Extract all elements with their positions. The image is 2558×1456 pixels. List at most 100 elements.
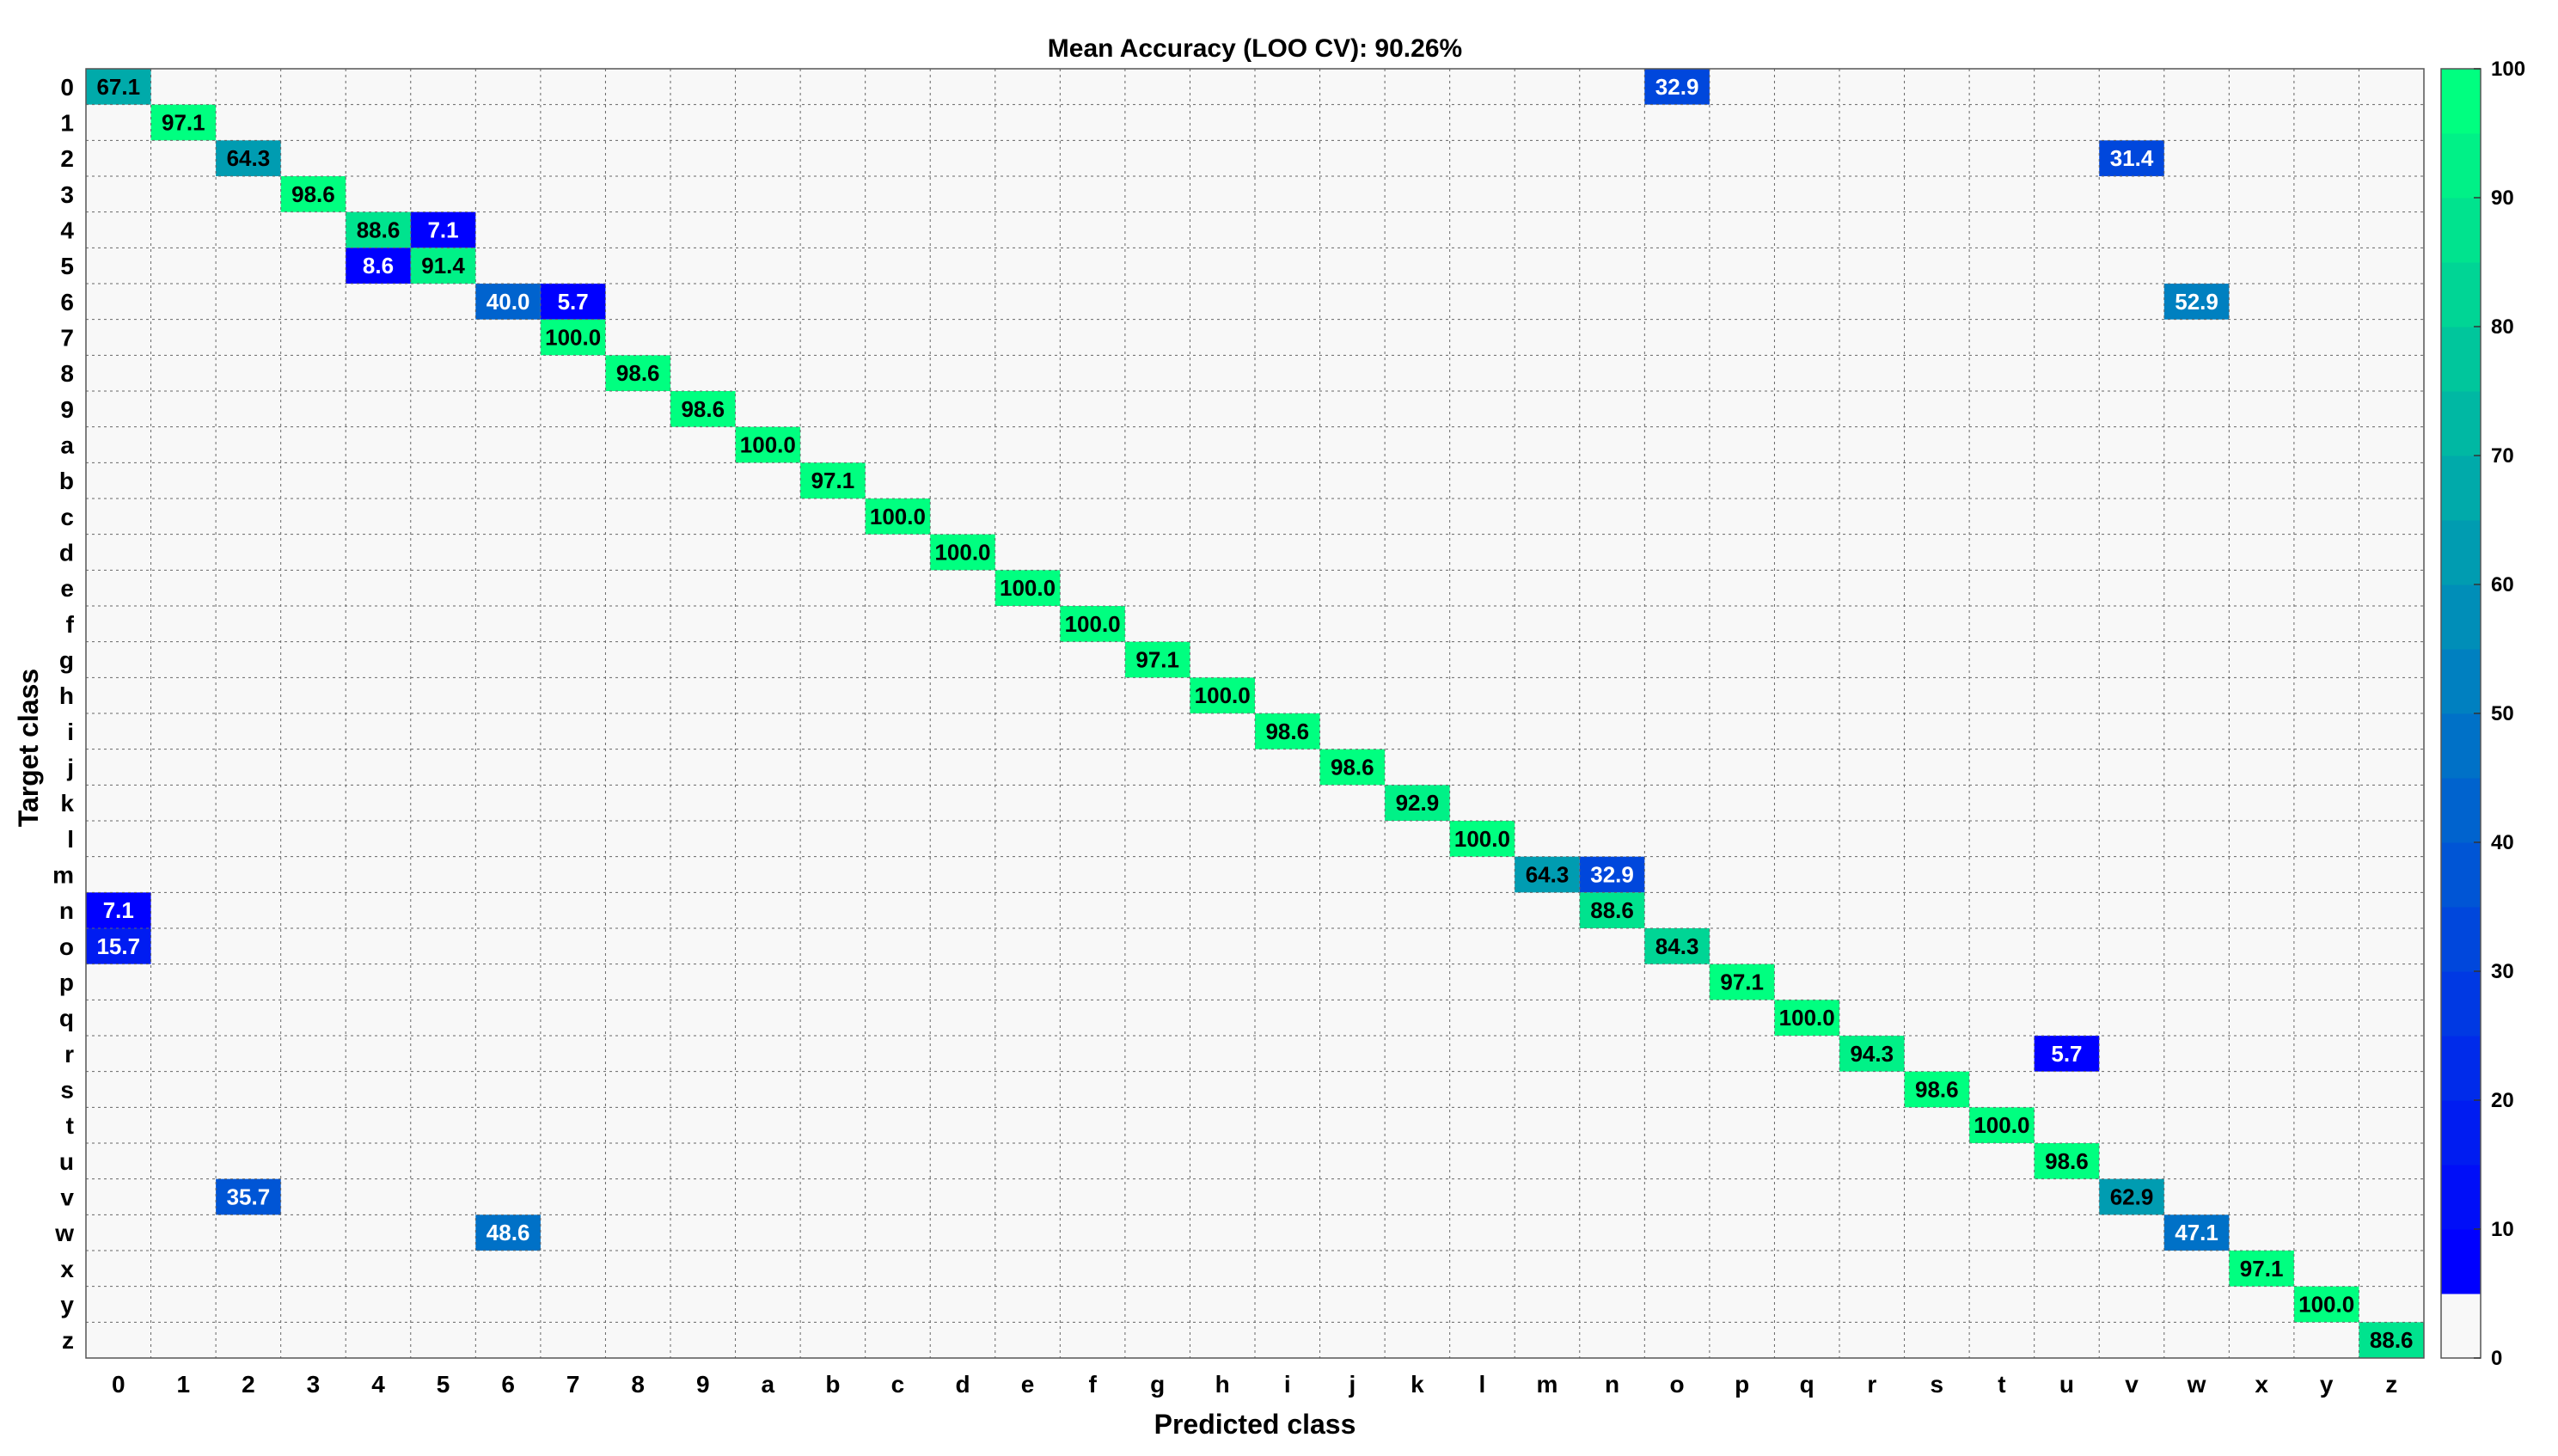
y-tick-label: g <box>59 647 74 674</box>
colorbar-tick-label: 50 <box>2491 702 2514 725</box>
x-tick-label: m <box>1537 1371 1558 1398</box>
x-tick-label: 3 <box>307 1371 321 1398</box>
matrix-cell <box>2359 1322 2424 1358</box>
cell-value-label: 5.7 <box>2051 1041 2082 1067</box>
matrix-cell <box>346 248 411 284</box>
matrix-cell <box>1644 928 1710 964</box>
matrix-cell <box>216 1178 281 1215</box>
cell-value-label: 97.1 <box>2240 1256 2284 1282</box>
x-tick-labels: 0 1 2 3 4 5 6 7 8 9 a b c d e f g h i j k l m n o p q r s t u v w x y z <box>112 1371 2397 1398</box>
cell-value-label: 52.9 <box>2175 289 2218 315</box>
x-tick-label: a <box>762 1371 775 1398</box>
x-tick-label: 6 <box>501 1371 515 1398</box>
cell-value-label: 100.0 <box>870 504 926 529</box>
y-tick-label: k <box>60 790 74 817</box>
y-tick-label: p <box>59 970 74 996</box>
y-tick-label: x <box>60 1256 74 1282</box>
colorbar-tick-label: 70 <box>2491 444 2514 468</box>
x-tick-label: s <box>1931 1371 1944 1398</box>
colorbar-segment <box>2441 842 2481 908</box>
matrix-cell <box>540 319 606 356</box>
x-tick-label: v <box>2125 1371 2139 1398</box>
matrix-cell <box>994 570 1061 606</box>
matrix-cell <box>800 462 866 499</box>
matrix-cell <box>86 928 151 964</box>
cell-value-label: 48.6 <box>487 1220 530 1245</box>
cell-value-label: 100.0 <box>1065 611 1121 637</box>
colorbar-tick-label: 90 <box>2491 187 2514 210</box>
colorbar-segment <box>2441 778 2481 843</box>
x-tick-label: z <box>2385 1371 2397 1398</box>
matrix-cell <box>1709 964 1775 1000</box>
x-tick-label: h <box>1215 1371 1230 1398</box>
colorbar-segment <box>2441 907 2481 972</box>
matrix-cell <box>865 499 931 535</box>
y-tick-label: c <box>60 504 74 530</box>
x-tick-label: d <box>955 1371 970 1398</box>
colorbar-segment <box>2441 971 2481 1037</box>
matrix-cell <box>2034 1036 2100 1072</box>
cell-value-label: 97.1 <box>811 468 855 493</box>
y-tick-label: h <box>59 682 74 709</box>
matrix-cell <box>1579 856 1645 893</box>
x-tick-label: t <box>1998 1371 2005 1398</box>
matrix-cell <box>1449 821 1515 857</box>
y-tick-label: m <box>52 862 74 889</box>
x-tick-label: r <box>1867 1371 1876 1398</box>
x-tick-label: 9 <box>696 1371 710 1398</box>
matrix-cell <box>2034 1143 2100 1179</box>
cell-value-label: 7.1 <box>103 897 134 923</box>
cell-value-label: 100.0 <box>1454 826 1510 852</box>
matrix-cell <box>1255 713 1320 749</box>
y-tick-label: e <box>60 575 74 602</box>
y-tick-label: r <box>64 1041 74 1068</box>
colorbar-segment <box>2441 520 2481 585</box>
x-tick-label: c <box>891 1371 905 1398</box>
matrix-cell <box>1515 856 1580 893</box>
colorbar: 0 10 20 30 40 50 60 70 80 90 100 <box>2440 58 2525 1370</box>
cell-value-label: 97.1 <box>1720 970 1764 995</box>
x-tick-label: 0 <box>112 1371 125 1398</box>
cell-value-label: 98.6 <box>1915 1077 1959 1103</box>
colorbar-segment <box>2441 649 2481 714</box>
matrix-cell <box>1319 749 1386 786</box>
y-tick-label: b <box>59 468 74 494</box>
colorbar-segment <box>2441 456 2481 521</box>
colorbar-tick-label: 80 <box>2491 315 2514 339</box>
y-tick-label: j <box>66 755 74 781</box>
colorbar-segment <box>2441 1229 2481 1294</box>
cell-value-label: 62.9 <box>2110 1184 2154 1210</box>
y-tick-label: 7 <box>60 325 74 352</box>
y-tick-label: n <box>59 897 74 924</box>
matrix-cell <box>1904 1071 1970 1108</box>
cell-value-label: 100.0 <box>1974 1112 2029 1138</box>
colorbar-tick-label: 20 <box>2491 1089 2514 1112</box>
matrix-cell <box>1060 606 1125 642</box>
cell-value-label: 64.3 <box>1526 862 1570 888</box>
x-tick-label: e <box>1021 1371 1035 1398</box>
colorbar-segment <box>2441 133 2481 199</box>
cell-value-label: 100.0 <box>740 432 796 458</box>
y-tick-label: f <box>66 611 75 638</box>
cell-value-label: 100.0 <box>1779 1005 1835 1031</box>
matrix-cell <box>605 355 670 391</box>
matrix-cell <box>475 1214 541 1251</box>
colorbar-segment <box>2441 1100 2481 1165</box>
y-tick-label: z <box>62 1327 74 1354</box>
cell-value-label: 84.3 <box>1655 933 1699 959</box>
cell-value-label: 92.9 <box>1396 790 1440 816</box>
y-tick-label: 9 <box>60 396 74 423</box>
x-tick-label: w <box>2187 1371 2206 1398</box>
colorbar-tick-label: 40 <box>2491 831 2514 854</box>
matrix-cell <box>280 176 346 212</box>
y-tick-label: y <box>60 1292 74 1318</box>
cell-value-label: 98.6 <box>2045 1148 2089 1174</box>
colorbar-segment <box>2441 584 2481 650</box>
matrix-cell <box>1839 1036 1905 1072</box>
matrix-cell <box>2163 1214 2230 1251</box>
matrix-cell <box>2099 1178 2164 1215</box>
cell-value-label: 100.0 <box>1000 575 1056 601</box>
cell-value-label: 8.6 <box>363 253 394 278</box>
y-tick-label: q <box>59 1005 74 1031</box>
